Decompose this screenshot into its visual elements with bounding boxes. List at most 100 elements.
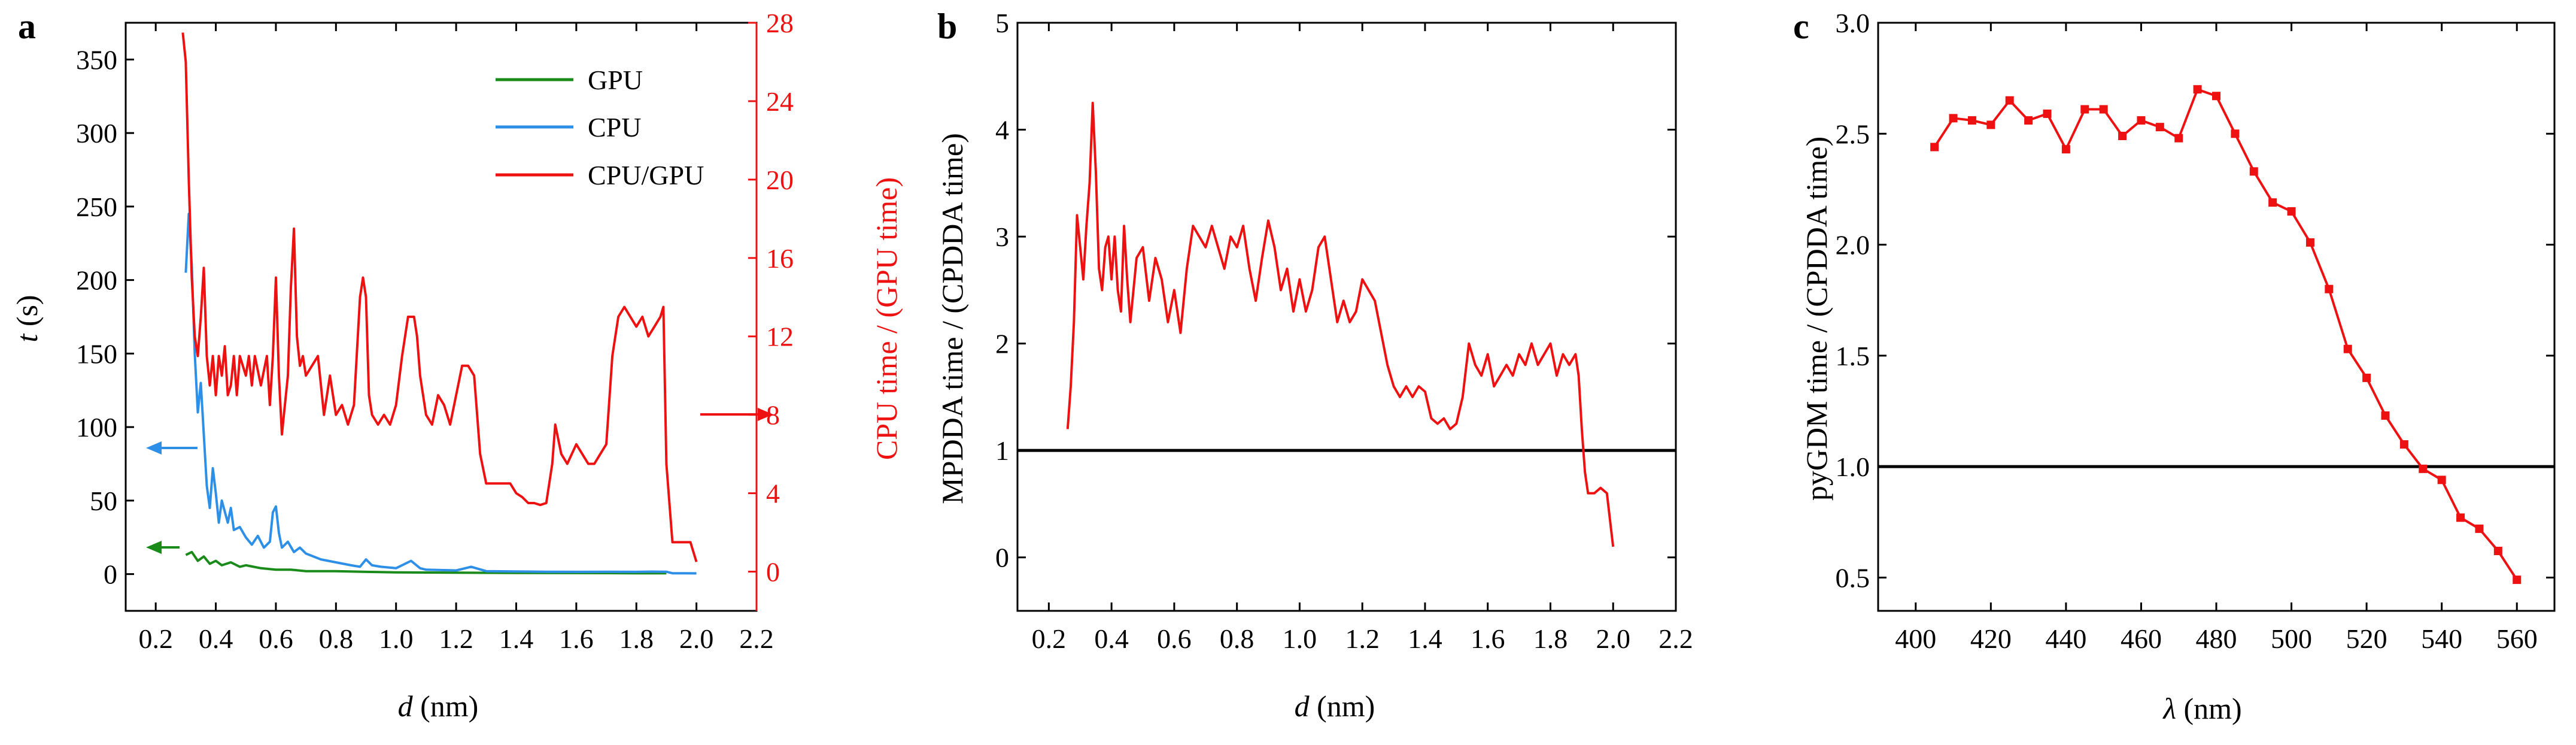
panel-b-ylabel: MPDDA time / (CPDDA time) bbox=[935, 133, 969, 504]
panel-a-series-cpu-line bbox=[184, 213, 697, 575]
panel-c-series-pygdm-cpdda-point bbox=[2513, 576, 2522, 585]
panel-a-ylabel-symbol: t bbox=[10, 334, 44, 343]
panel-c-ytick-label: 0.5 bbox=[1836, 562, 1870, 593]
panel-c-ytick-label: 1.5 bbox=[1836, 341, 1870, 371]
panel-b-xtick-label: 0.8 bbox=[1220, 623, 1254, 654]
panel-a-xtick-label: 2.2 bbox=[739, 623, 774, 654]
panel-c-series-pygdm-cpdda-point bbox=[2005, 96, 2014, 105]
panel-c-xtick-label: 440 bbox=[2045, 623, 2086, 654]
panel-c-xtick-label: 400 bbox=[1895, 623, 1936, 654]
panel-a-xlabel-unit: (nm) bbox=[413, 689, 479, 723]
panel-b-frame bbox=[1016, 22, 1677, 612]
panel-a-xtick-label: 0.2 bbox=[138, 623, 173, 654]
panel-c-series-pygdm-cpdda-point bbox=[2475, 524, 2484, 533]
panel-a-xtick-label: 1.8 bbox=[619, 623, 654, 654]
panel-a-xtick-label: 1.0 bbox=[379, 623, 414, 654]
panel-c-series-pygdm-cpdda-point bbox=[1967, 116, 1976, 125]
legend-gpu-label: GPU bbox=[588, 65, 643, 95]
panel-b-xlabel-unit: (nm) bbox=[1310, 689, 1375, 723]
panel-b-ytick-label: 0 bbox=[995, 543, 1009, 573]
panel-c-plot-area: 400 420 440 460 480 500 520 540 560 0.5 1.0 1.5 2.0 2… bbox=[1836, 8, 2556, 654]
panel-a: 0.2 0.4 0.6 0.8 1.0 1.2 1.4 1.6 1.8 2.0 2.2 0 50 100 1… bbox=[10, 7, 903, 723]
panel-a-y2tick-label: 24 bbox=[766, 86, 794, 117]
panel-c-label: c bbox=[1793, 7, 1809, 46]
panel-c-series-pygdm-cpdda-point bbox=[2174, 134, 2183, 143]
panel-c-series-pygdm-cpdda-point bbox=[2456, 513, 2465, 522]
panel-a-plot-area: 0.2 0.4 0.6 0.8 1.0 1.2 1.4 1.6 1.8 2.0 2.2 0 50 100 1… bbox=[76, 8, 794, 654]
panel-a-ytick-label: 200 bbox=[76, 265, 117, 296]
ratio-axis-arrow-head bbox=[758, 408, 773, 421]
panel-b-xtick-label: 2.2 bbox=[1658, 623, 1693, 654]
panel-b-xtick-label: 1.2 bbox=[1345, 623, 1380, 654]
panel-b-xtick-label: 2.0 bbox=[1596, 623, 1630, 654]
panel-c-ytick-label: 2.5 bbox=[1836, 119, 1870, 149]
panel-c-series-pygdm-cpdda-point bbox=[2268, 198, 2277, 207]
panel-b-plot-area: 0.2 0.4 0.6 0.8 1.0 1.2 1.4 1.6 1.8 2.0 2.2 0 1 2 3 4 5 bbox=[995, 8, 1693, 654]
panel-c-xtick-label: 480 bbox=[2196, 623, 2237, 654]
panel-a-xlabel-symbol: d bbox=[398, 689, 414, 723]
panel-a-xtick-label: 0.6 bbox=[259, 623, 293, 654]
panel-c-xtick-label: 540 bbox=[2421, 623, 2462, 654]
panel-b-ytick-label: 2 bbox=[995, 329, 1009, 359]
panel-c-series-pygdm-cpdda-point bbox=[2137, 116, 2146, 125]
panel-a-ylabel: t (s) bbox=[10, 295, 44, 342]
panel-a-xtick-label: 1.6 bbox=[559, 623, 594, 654]
panel-b-xlabel-symbol: d bbox=[1295, 689, 1310, 723]
panel-b-xlabel: d (nm) bbox=[1295, 689, 1375, 723]
panel-a-axis-arrows bbox=[146, 408, 773, 554]
panel-a-label: a bbox=[18, 7, 36, 46]
panel-c-series-pygdm-cpdda-point bbox=[2287, 207, 2296, 216]
cpu-axis-arrow-head bbox=[146, 441, 162, 455]
panel-a-y2tick-label: 4 bbox=[766, 479, 780, 509]
panel-b-xtick-label: 1.8 bbox=[1533, 623, 1568, 654]
panel-b-xtick-label: 0.4 bbox=[1094, 623, 1129, 654]
panel-c-ylabel: pyGDM time / (CPDDA time) bbox=[1800, 137, 1833, 501]
panel-c-series-pygdm-cpdda-point bbox=[2325, 284, 2334, 293]
panel-a-legend: GPU CPU CPU/GPU bbox=[496, 65, 704, 190]
panel-a-y2label: CPU time / (GPU time) bbox=[870, 177, 903, 460]
panel-c-series-pygdm-cpdda-point bbox=[2399, 440, 2408, 449]
panel-c-series-pygdm-cpdda-point bbox=[2155, 123, 2164, 132]
panel-c-xtick-label: 460 bbox=[2121, 623, 2162, 654]
panel-a-ytick-label: 150 bbox=[76, 338, 117, 369]
panel-a-xtick-label: 1.2 bbox=[439, 623, 473, 654]
panel-a-ytick-label: 100 bbox=[76, 412, 117, 443]
panel-c-series-pygdm-cpdda-point bbox=[2419, 464, 2428, 473]
panel-c-xtick-label: 500 bbox=[2271, 623, 2312, 654]
panel-c-series-pygdm-cpdda-point bbox=[2381, 411, 2390, 420]
panel-c-series-pygdm-cpdda-point bbox=[2305, 238, 2314, 247]
panel-c-series-pygdm-cpdda-point bbox=[1986, 120, 1995, 129]
panel-c-series-pygdm-cpdda-point bbox=[2099, 105, 2108, 114]
panel-b-xtick-label: 0.6 bbox=[1157, 623, 1192, 654]
panel-c-xlabel-unit: (nm) bbox=[2176, 692, 2242, 725]
panel-a-ylabel-unit: (s) bbox=[10, 295, 44, 334]
panel-c-xlabel-symbol: λ bbox=[2162, 692, 2176, 725]
panel-a-xtick-label: 1.4 bbox=[499, 623, 534, 654]
gpu-axis-arrow-head bbox=[146, 541, 162, 554]
panel-b: 0.2 0.4 0.6 0.8 1.0 1.2 1.4 1.6 1.8 2.0 2.2012345 … bbox=[935, 7, 1693, 723]
panel-c-ytick-label: 3.0 bbox=[1836, 8, 1870, 38]
panel-c-series-pygdm-cpdda-point bbox=[2231, 129, 2240, 138]
panel-c-xlabel: λ (nm) bbox=[2162, 692, 2241, 725]
panel-b-ytick-label: 4 bbox=[995, 115, 1009, 146]
panel-c-frame bbox=[1877, 22, 2556, 612]
panel-c-xtick-label: 520 bbox=[2346, 623, 2387, 654]
panel-c-series-pygdm-cpdda-point bbox=[2061, 145, 2070, 154]
panel-b-xtick-label: 1.4 bbox=[1408, 623, 1442, 654]
panel-a-ytick-label: 50 bbox=[90, 486, 117, 516]
panel-c-series-pygdm-cpdda-point bbox=[2362, 373, 2371, 382]
panel-a-ytick-label: 300 bbox=[76, 118, 117, 149]
panel-a-ytick-label: 350 bbox=[76, 44, 117, 75]
panel-a-y2tick-label: 20 bbox=[766, 165, 794, 195]
legend-ratio-label: CPU/GPU bbox=[588, 160, 704, 190]
panel-a-xlabel: d (nm) bbox=[398, 689, 479, 723]
panel-c-series-pygdm-cpdda-point bbox=[1949, 114, 1958, 123]
panel-c-series-pygdm-cpdda-point bbox=[2249, 167, 2258, 176]
panel-a-ytick-label: 250 bbox=[76, 192, 117, 222]
panel-c: 400 420 440 460 480 500 520 540 560 0.5 1.0 1.5 2.0 2… bbox=[1793, 7, 2556, 725]
panel-b-ytick-label: 1 bbox=[995, 435, 1009, 466]
panel-b-label: b bbox=[937, 7, 957, 46]
panel-c-series-pygdm-cpdda-point bbox=[2343, 344, 2352, 353]
panel-a-xtick-label: 0.8 bbox=[319, 623, 354, 654]
